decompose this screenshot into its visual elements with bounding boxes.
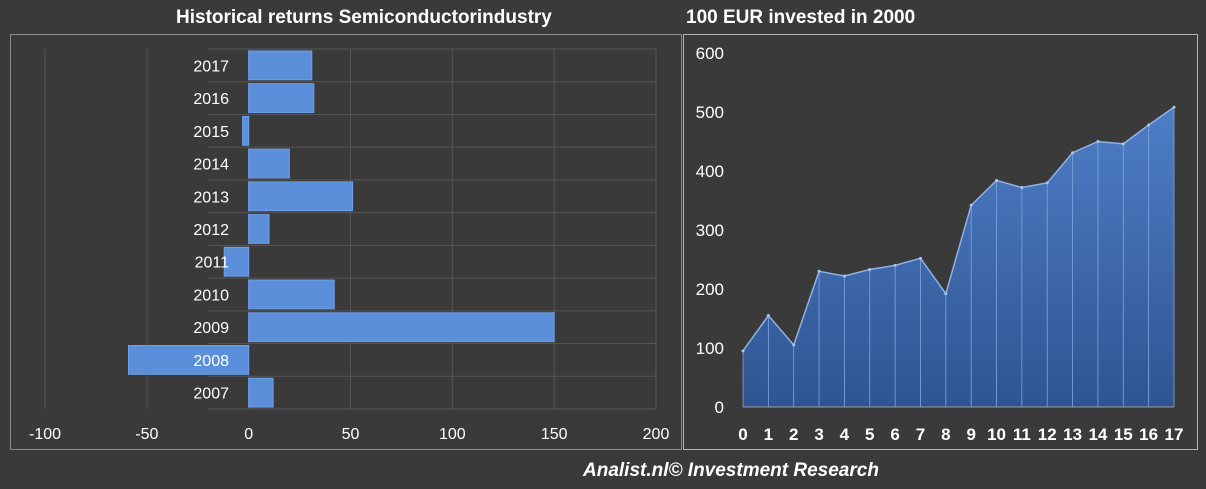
bar-x-tick-label: -100 bbox=[29, 426, 61, 443]
bar-x-tick-label: 50 bbox=[342, 426, 360, 443]
area-point-13 bbox=[1071, 151, 1075, 155]
area-y-tick-label: 200 bbox=[696, 280, 724, 299]
bar-x-tick-label: 100 bbox=[439, 426, 466, 443]
area-point-7 bbox=[918, 256, 922, 260]
area-x-tick-label: 7 bbox=[916, 425, 925, 444]
area-x-tick-label: 14 bbox=[1088, 425, 1107, 444]
area-x-tick-label: 13 bbox=[1063, 425, 1082, 444]
area-x-tick-label: 1 bbox=[764, 425, 773, 444]
area-point-12 bbox=[1045, 181, 1049, 185]
area-point-6 bbox=[893, 263, 897, 267]
area-x-tick-label: 3 bbox=[814, 425, 823, 444]
bar-category-label-2011: 2011 bbox=[195, 255, 230, 272]
bar-category-label-2009: 2009 bbox=[193, 320, 229, 337]
bar-2012 bbox=[248, 214, 270, 244]
bar-2014 bbox=[248, 148, 290, 179]
right-chart-title: 100 EUR invested in 2000 bbox=[686, 7, 916, 28]
bar-category-label-2010: 2010 bbox=[193, 287, 229, 304]
bar-2017 bbox=[248, 50, 313, 81]
area-point-11 bbox=[1020, 186, 1024, 190]
area-point-9 bbox=[969, 203, 973, 207]
area-x-tick-label: 0 bbox=[738, 425, 747, 444]
bar-category-label-2017: 2017 bbox=[193, 58, 229, 75]
investment-chart-panel: 0 100 200 300 400 500 600 0 1 2 3 4 5 6 7 8 9 10 11 12 13 14 1… bbox=[683, 34, 1198, 450]
area-x-tick-label: 6 bbox=[890, 425, 899, 444]
area-x-tick-label: 9 bbox=[966, 425, 975, 444]
area-x-tick-label: 12 bbox=[1038, 425, 1057, 444]
area-point-5 bbox=[868, 268, 872, 272]
area-point-17 bbox=[1172, 105, 1176, 109]
bar-2016 bbox=[248, 83, 315, 113]
area-point-0 bbox=[741, 349, 745, 353]
area-point-16 bbox=[1147, 123, 1151, 127]
area-y-tick-label: 500 bbox=[696, 103, 724, 122]
area-point-8 bbox=[944, 292, 948, 296]
bar-category-label-2014: 2014 bbox=[193, 157, 229, 174]
area-x-tick-label: 2 bbox=[789, 425, 798, 444]
area-point-14 bbox=[1096, 140, 1100, 143]
returns-chart-panel: -100 -50 0 50 100 150 200 2007 2008 2009 2010 2011 2… bbox=[10, 34, 682, 450]
bar-category-label-2012: 2012 bbox=[193, 222, 229, 239]
bar-x-tick-label: 200 bbox=[643, 426, 670, 443]
area-point-4 bbox=[842, 274, 846, 278]
area-y-tick-label: 100 bbox=[696, 339, 724, 358]
area-series-line bbox=[742, 106, 1175, 352]
bar-2008 bbox=[128, 345, 250, 375]
area-point-15 bbox=[1121, 142, 1125, 146]
area-x-tick-label: 11 bbox=[1013, 425, 1031, 444]
area-x-tick-label: 16 bbox=[1139, 425, 1158, 444]
bar-2015 bbox=[242, 115, 250, 146]
area-point-2 bbox=[792, 343, 796, 347]
bar-2009 bbox=[248, 312, 555, 343]
bar-category-label-2015: 2015 bbox=[193, 124, 229, 141]
bar-category-label-2007: 2007 bbox=[193, 386, 229, 403]
area-x-tick-label: 10 bbox=[987, 425, 1006, 444]
area-x-tick-label: 17 bbox=[1165, 425, 1184, 444]
bar-x-tick-label: 150 bbox=[541, 426, 568, 443]
bar-category-label-2008: 2008 bbox=[193, 353, 229, 370]
area-y-tick-label: 400 bbox=[696, 162, 724, 181]
bar-2011 bbox=[223, 246, 250, 277]
area-point-3 bbox=[817, 269, 821, 273]
area-fill bbox=[743, 107, 1174, 407]
area-x-tick-label: 4 bbox=[840, 425, 850, 444]
bar-category-label-2013: 2013 bbox=[193, 189, 229, 206]
left-chart-title: Historical returns Semiconductorindustry bbox=[176, 7, 552, 28]
bar-2010 bbox=[248, 279, 335, 310]
bar-2013 bbox=[248, 181, 354, 212]
area-point-10 bbox=[995, 178, 999, 182]
bar-x-tick-label: 0 bbox=[244, 426, 253, 443]
area-point-1 bbox=[766, 314, 770, 318]
area-y-tick-label: 600 bbox=[696, 44, 724, 63]
area-y-tick-label: 300 bbox=[696, 221, 724, 240]
area-x-tick-label: 15 bbox=[1114, 425, 1133, 444]
area-x-tick-label: 8 bbox=[941, 425, 950, 444]
area-y-tick-label: 0 bbox=[715, 398, 724, 417]
returns-bar-chart: -100 -50 0 50 100 150 200 2007 2008 2009 2010 2011 2… bbox=[29, 48, 670, 443]
footer-credit: Analist.nl© Investment Research bbox=[583, 460, 879, 481]
bar-2007 bbox=[248, 377, 274, 408]
bar-category-label-2016: 2016 bbox=[193, 91, 229, 108]
bar-x-tick-label: -50 bbox=[135, 426, 158, 443]
area-x-tick-label: 5 bbox=[865, 425, 874, 444]
